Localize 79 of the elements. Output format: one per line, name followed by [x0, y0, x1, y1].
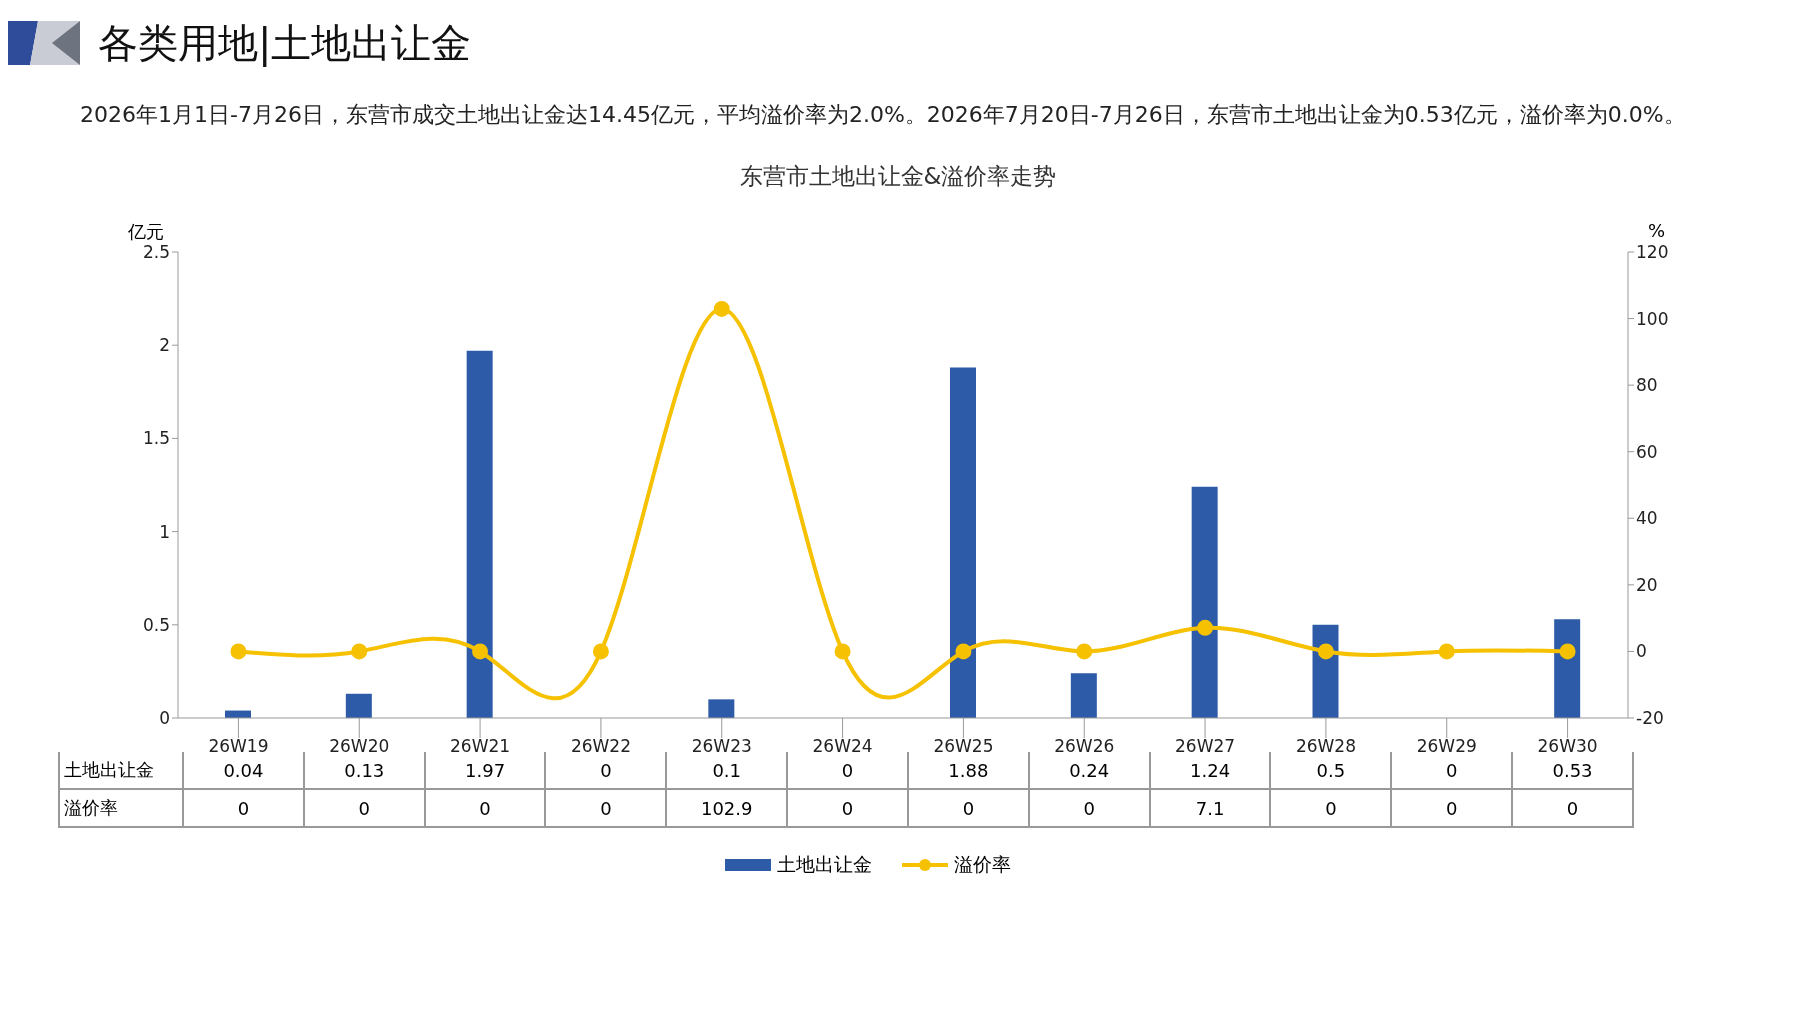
y2-tick-label: 0: [1636, 641, 1647, 662]
y2-tick-label: -20: [1636, 708, 1664, 729]
x-tick-label: 26W30: [1537, 736, 1598, 757]
data-label: 0: [788, 790, 909, 826]
text: 2026年1月1日-7月26日，东营市成交土地出让金达14.45亿元，平均溢价率为2.0%。2026年7月20日-7月26日，东营市土地出让金为0.53亿元，溢价率为0.0%。: [80, 101, 1687, 129]
data-label: 0.1: [712, 759, 742, 781]
y2-axis-title: %: [1648, 220, 1666, 241]
point: [230, 643, 247, 660]
data-label: 0: [184, 790, 305, 826]
point: [834, 643, 851, 660]
data-label: 0: [841, 759, 854, 781]
text: 各类用地|土地出让金: [98, 18, 472, 69]
point: [1076, 643, 1093, 660]
x-tick-label: 26W22: [570, 736, 631, 757]
data-label: 1.88: [948, 759, 989, 781]
y-tick-label: 2.5: [142, 242, 170, 263]
y2-tick-label: 120: [1636, 242, 1669, 263]
y-tick-label: 1.5: [142, 428, 170, 449]
y-axis-title: 亿元: [128, 220, 164, 244]
data-label: 0: [304, 790, 426, 826]
data-label: 0: [425, 790, 547, 826]
y-tick-label: 2: [159, 335, 170, 356]
x-tick-label: 26W29: [1416, 736, 1477, 757]
data-label: 102.9: [667, 790, 789, 826]
x-tick-label: 26W27: [1175, 736, 1236, 757]
data-label: 0: [546, 790, 668, 826]
data-label: 0: [1445, 759, 1458, 781]
data-label: 0.5: [1316, 759, 1346, 781]
point: [351, 643, 368, 660]
bar: [708, 699, 735, 718]
bar: [1554, 619, 1581, 718]
chart-title: 东营市土地出让金&溢价率走势: [738, 162, 1058, 191]
x-tick-label: 26W21: [450, 736, 511, 757]
x-tick-label: 26W28: [1295, 736, 1356, 757]
data-label: 0: [1392, 790, 1514, 826]
legend-label: 溢价率: [954, 852, 1011, 877]
y2-tick-label: 100: [1636, 308, 1669, 329]
y2-tick-label: 20: [1636, 574, 1658, 595]
data-label: 0: [1029, 790, 1151, 826]
data-label: 7.1: [1150, 790, 1272, 826]
data-label: 0.53: [1552, 759, 1593, 781]
data-label: 1.97: [465, 759, 506, 781]
point: [1438, 643, 1455, 660]
point: [1559, 643, 1576, 660]
bar: [950, 367, 976, 718]
y2-tick-label: 80: [1636, 375, 1658, 396]
y-tick-label: 0.5: [142, 614, 170, 635]
data-label: 1.24: [1190, 759, 1231, 781]
data-label: 0.13: [344, 759, 385, 781]
x-tick-label: 26W24: [812, 736, 873, 757]
data-label: 0.24: [1069, 759, 1110, 781]
bar: [345, 693, 372, 718]
x-tick-label: 26W19: [208, 736, 269, 757]
y-tick-label: 0: [159, 708, 170, 729]
point: [713, 300, 730, 317]
data-label: 0: [600, 759, 612, 781]
bar: [1070, 673, 1097, 718]
x-tick-label: 26W25: [933, 736, 994, 757]
data-label: 0: [1271, 790, 1393, 826]
bar: [1312, 624, 1339, 718]
point: [1317, 643, 1334, 660]
data-label: 0: [1513, 790, 1634, 826]
point: [592, 643, 609, 660]
bar: [1191, 486, 1218, 718]
data-label: 0.04: [223, 759, 264, 781]
bar: [466, 350, 493, 718]
x-tick-label: 26W23: [691, 736, 752, 757]
point: [955, 643, 972, 660]
x-tick-label: 26W26: [1054, 736, 1115, 757]
text: 溢价率: [64, 797, 118, 818]
point: [472, 643, 489, 660]
data-label: 0: [908, 790, 1030, 826]
y-tick-label: 1: [159, 521, 170, 542]
point: [1197, 619, 1214, 636]
legend-label: 土地出让金: [777, 852, 872, 877]
x-tick-label: 26W20: [329, 736, 390, 757]
y2-tick-label: 60: [1636, 441, 1658, 462]
text: 土地出让金: [64, 759, 154, 780]
y2-tick-label: 40: [1636, 508, 1658, 529]
